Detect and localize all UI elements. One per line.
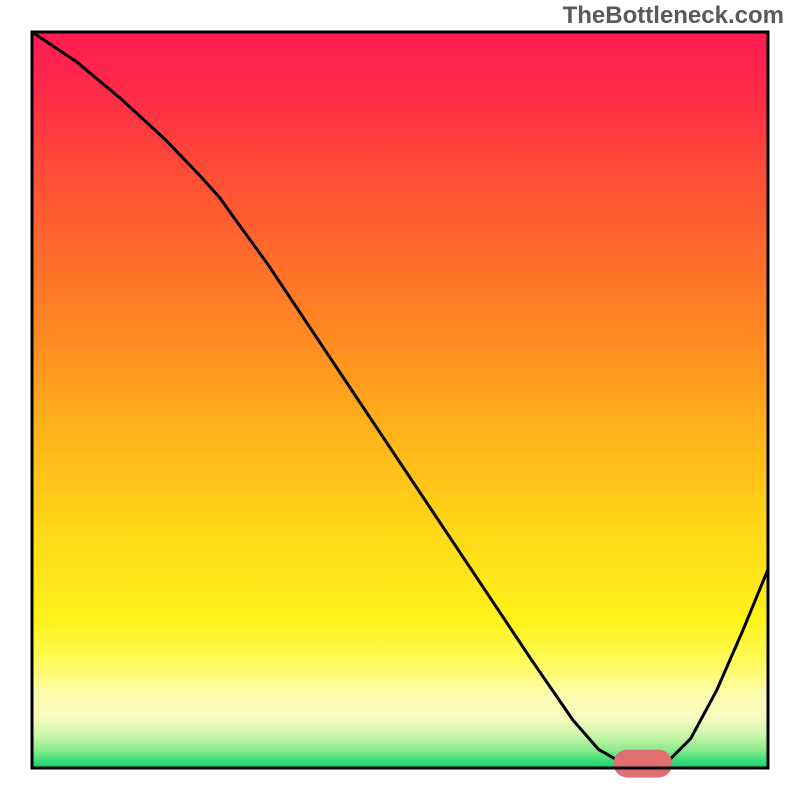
bottleneck-chart: TheBottleneck.com bbox=[0, 0, 800, 800]
optimal-range-marker bbox=[613, 750, 672, 778]
watermark-text: TheBottleneck.com bbox=[563, 2, 784, 30]
chart-svg bbox=[0, 0, 800, 800]
plot-background bbox=[32, 32, 768, 768]
